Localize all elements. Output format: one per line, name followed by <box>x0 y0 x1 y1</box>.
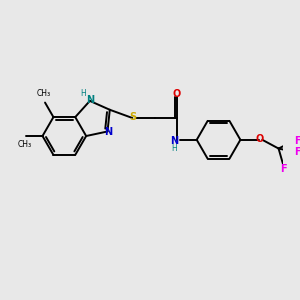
Text: O: O <box>173 89 181 99</box>
Text: H: H <box>80 89 86 98</box>
Text: N: N <box>86 95 94 105</box>
Text: F: F <box>294 136 300 146</box>
Text: CH₃: CH₃ <box>17 140 32 149</box>
Text: O: O <box>255 134 264 144</box>
Text: N: N <box>170 136 178 146</box>
Text: N: N <box>104 127 112 137</box>
Text: S: S <box>129 112 137 122</box>
Text: F: F <box>294 147 300 157</box>
Text: CH₃: CH₃ <box>37 89 51 98</box>
Text: H: H <box>171 144 177 153</box>
Text: F: F <box>280 164 286 174</box>
